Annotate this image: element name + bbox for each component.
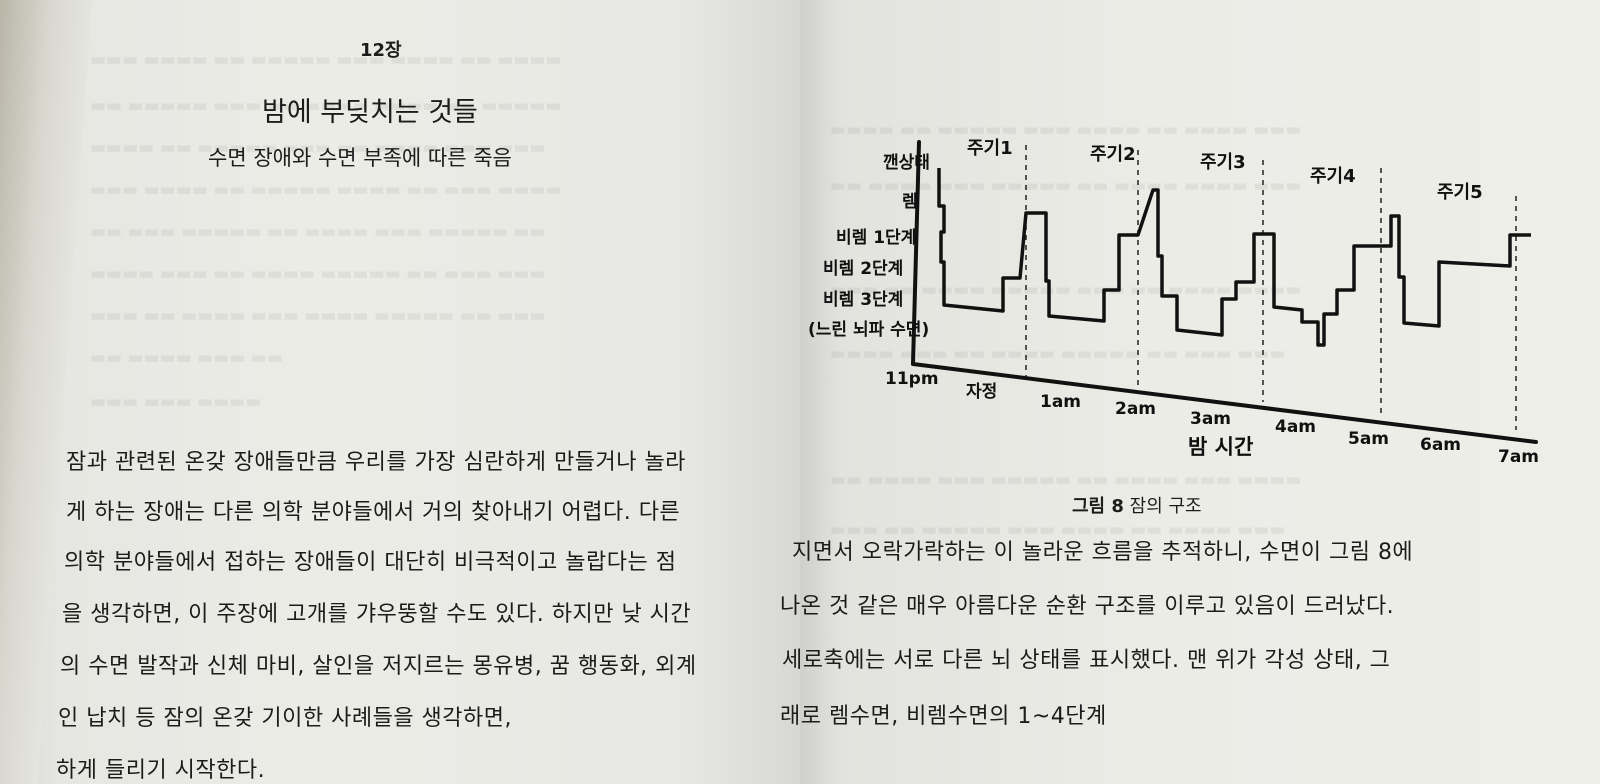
x-tick-label: 3am	[1190, 409, 1231, 429]
hypnogram-trace	[937, 168, 1531, 347]
body-line: 을 생각하면, 이 주장에 고개를 갸우뚱할 수도 있다. 하지만 낮 시간	[62, 602, 692, 627]
show-through-text: ▬▬▬▬ ▬▬ ▬▬▬▬▬ ▬▬▬ ▬▬ ▬▬▬▬ ▬▬▬ ▬▬▬	[90, 140, 546, 157]
show-through-text: ▬▬ ▬▬▬▬ ▬▬▬ ▬▬	[90, 350, 283, 367]
y-label-slow-wave: (느린 뇌파 수면)	[808, 320, 929, 340]
x-tick-label: 1am	[1040, 392, 1081, 412]
show-through-text: ▬▬▬ ▬▬ ▬▬▬▬ ▬▬▬ ▬▬▬▬ ▬▬▬▬▬ ▬▬ ▬▬▬	[90, 308, 546, 325]
x-tick-label: 11pm	[885, 369, 939, 389]
figure-number: 그림 8	[1072, 496, 1124, 517]
body-line: 하게 들리기 시작한다.	[56, 758, 266, 783]
show-through-text: ▬▬▬▬ ▬▬▬ ▬▬ ▬▬▬▬ ▬▬▬▬▬ ▬▬ ▬▬▬ ▬▬▬	[90, 266, 546, 283]
show-through-text: ▬▬▬ ▬▬ ▬▬▬▬▬ ▬▬▬ ▬▬▬▬ ▬▬ ▬▬▬▬ ▬▬▬	[830, 520, 1286, 540]
y-label-awake: 깬상태	[883, 153, 930, 173]
body-line: 인 납치 등 잠의 온갖 기이한 사례들을 생각하면,	[58, 706, 513, 731]
x-axis	[911, 362, 1538, 444]
y-label-nrem2: 비렘 2단계	[823, 259, 903, 279]
cycle-label: 주기2	[1090, 144, 1136, 165]
figure-caption-text: 잠의 구조	[1129, 496, 1202, 517]
cycle-label: 주기1	[967, 138, 1013, 159]
chapter-subtitle: 수면 장애와 수면 부족에 따른 죽음	[208, 146, 512, 170]
show-through-text: ▬▬▬ ▬▬▬▬ ▬▬ ▬▬▬▬▬ ▬▬▬▬ ▬▬ ▬▬▬ ▬▬▬▬	[90, 182, 562, 199]
cycle-label: 주기4	[1310, 166, 1356, 187]
body-line: 래로 렘수면, 비렘수면의 1~4단계	[780, 704, 1107, 729]
cycle-label: 주기3	[1200, 152, 1246, 173]
body-line: 나온 것 같은 매우 아름다운 순환 구조를 이루고 있음이 드러났다.	[780, 594, 1395, 619]
x-tick-label: 4am	[1275, 417, 1316, 437]
x-tick-label: 5am	[1348, 429, 1389, 449]
chapter-title: 밤에 부딪치는 것들	[262, 97, 478, 128]
body-line: 세로축에는 서로 다른 뇌 상태를 표시했다. 맨 위가 각성 상태, 그	[782, 648, 1391, 673]
x-axis-title: 밤 시간	[1188, 435, 1253, 459]
x-tick-label: 7am	[1498, 447, 1539, 467]
x-tick-label: 자정	[966, 382, 997, 402]
show-through-text: ▬▬▬ ▬▬▬▬ ▬▬ ▬▬▬▬▬ ▬▬▬ ▬▬▬▬ ▬▬ ▬▬▬▬	[90, 52, 562, 69]
y-label-nrem3: 비렘 3단계	[823, 290, 903, 310]
show-through-text: ▬▬▬ ▬▬ ▬▬▬▬ ▬▬▬▬▬ ▬▬▬ ▬▬ ▬▬▬▬ ▬▬▬▬	[830, 280, 1302, 300]
show-through-text: ▬▬▬ ▬▬▬ ▬▬▬▬	[90, 394, 262, 411]
x-tick-label: 2am	[1115, 399, 1156, 419]
figure-caption: 그림 8 잠의 구조	[1072, 492, 1202, 518]
body-line: 의 수면 발작과 신체 마비, 살인을 저지르는 몽유병, 꿈 행동화, 외계	[60, 654, 697, 679]
y-label-rem: 렘	[902, 192, 918, 212]
body-line: 지면서 오락가락하는 이 놀라운 흐름을 추적하니, 수면이 그림 8에	[792, 540, 1414, 565]
body-line: 의학 분야들에서 접하는 장애들이 대단히 비극적이고 놀랍다는 점	[64, 550, 677, 575]
y-axis	[911, 140, 921, 366]
body-line: 잠과 관련된 온갖 장애들만큼 우리를 가장 심란하게 만들거나 놀라	[66, 450, 686, 475]
y-label-nrem1: 비렘 1단계	[836, 228, 916, 248]
show-through-text: ▬▬ ▬▬▬▬▬ ▬▬▬ ▬▬ ▬▬▬▬ ▬▬▬▬ ▬▬ ▬▬▬▬▬	[90, 98, 562, 115]
chapter-label: 12장	[360, 40, 402, 61]
show-through-text: ▬▬▬▬ ▬▬ ▬▬▬▬▬ ▬▬▬ ▬▬▬▬ ▬▬ ▬▬▬▬ ▬▬▬	[830, 120, 1302, 140]
show-through-text: ▬▬ ▬▬▬▬ ▬▬▬ ▬▬▬▬▬ ▬▬ ▬▬▬▬ ▬▬▬▬ ▬▬▬	[830, 176, 1302, 196]
cycle-label: 주기5	[1437, 182, 1483, 203]
left-page: ▬▬▬ ▬▬▬▬ ▬▬ ▬▬▬▬▬ ▬▬▬ ▬▬▬▬ ▬▬ ▬▬▬▬ ▬▬ ▬▬…	[0, 0, 800, 784]
show-through-text: ▬▬ ▬▬▬▬ ▬▬▬ ▬▬▬▬▬ ▬▬ ▬▬▬▬ ▬▬▬ ▬▬▬▬	[830, 470, 1302, 490]
x-tick-label: 6am	[1420, 435, 1461, 455]
show-through-text: ▬▬▬▬ ▬▬▬ ▬▬ ▬▬▬▬ ▬▬▬▬▬ ▬▬ ▬▬▬ ▬▬▬	[830, 344, 1286, 364]
body-line: 게 하는 장애는 다른 의학 분야들에서 거의 찾아내기 어렵다. 다른	[66, 500, 681, 525]
show-through-text: ▬▬ ▬▬▬ ▬▬▬▬▬ ▬▬ ▬▬▬▬ ▬▬▬ ▬▬▬▬▬ ▬▬	[90, 224, 546, 241]
right-page: ▬▬▬▬ ▬▬ ▬▬▬▬▬ ▬▬▬ ▬▬▬▬ ▬▬ ▬▬▬▬ ▬▬▬ ▬▬ ▬▬…	[800, 0, 1600, 784]
